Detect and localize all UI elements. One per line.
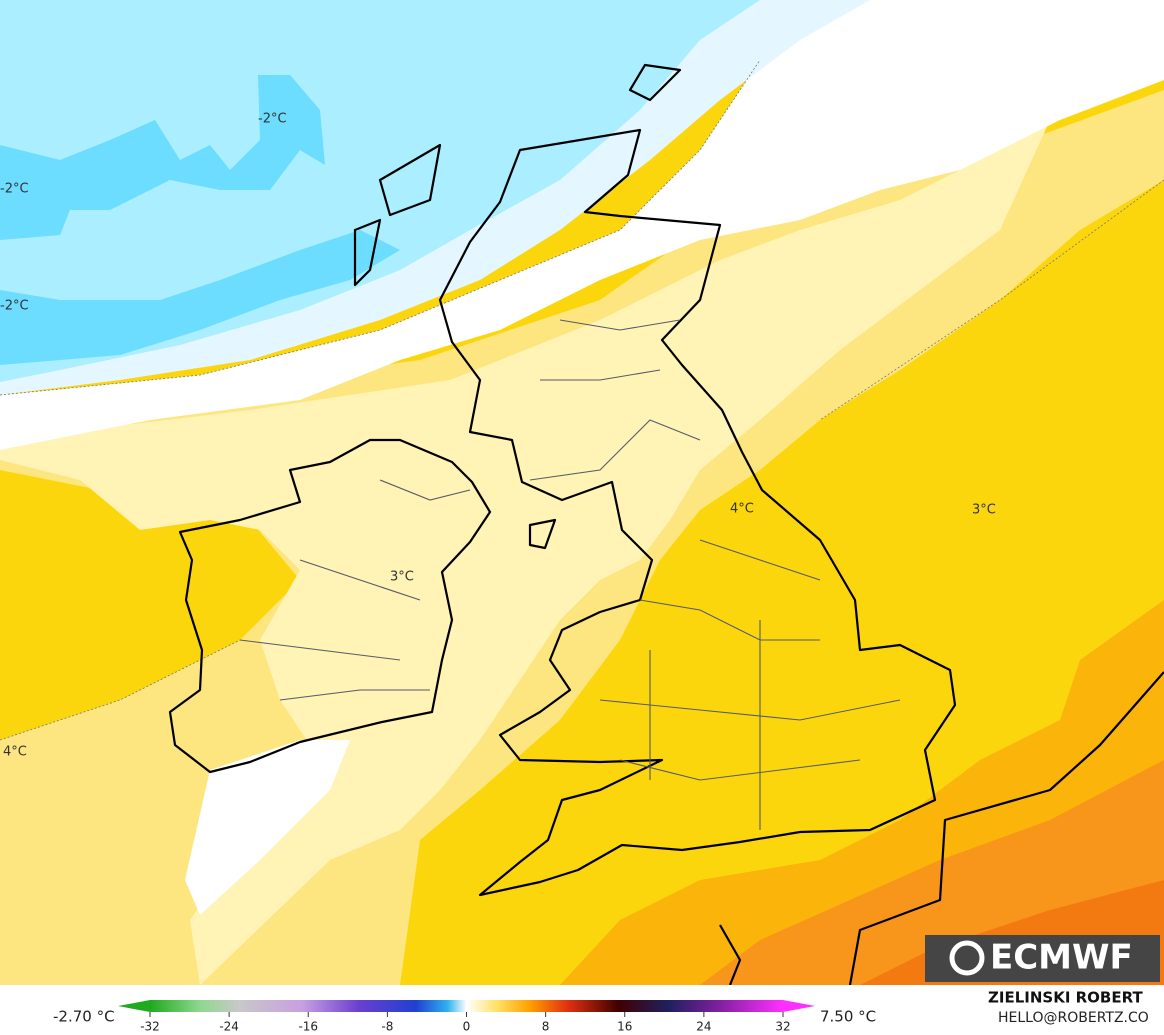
isotherm xyxy=(0,59,1164,741)
logo-icon xyxy=(949,940,985,976)
coastline-islands xyxy=(353,63,682,550)
colorbar-tick-label: 24 xyxy=(696,1020,711,1034)
colorbar-tick-label: 0 xyxy=(463,1020,471,1034)
map: ECMWF -2°C -2°C -2°C 3°C 3°C 4°C 4°C xyxy=(0,0,1164,985)
colorbar-tick-label: -8 xyxy=(381,1020,393,1034)
contour-label: -2°C xyxy=(258,112,287,127)
logo-text: ECMWF xyxy=(990,938,1133,978)
contour-label: 3°C xyxy=(390,570,414,585)
colorbar-gradient xyxy=(150,1000,783,1012)
credit-author: ZIELINSKI ROBERT xyxy=(988,989,1143,1007)
admin-border xyxy=(239,319,901,830)
field-cyan-deep xyxy=(0,75,325,240)
colorbar-min-label: -2.70 °C xyxy=(53,1008,115,1026)
contour-label: -2°C xyxy=(0,182,29,197)
colorbar-tick-label: 8 xyxy=(542,1020,550,1034)
logo-box: ECMWF xyxy=(925,935,1160,982)
credit-contact: HELLO@ROBERTZ.CO xyxy=(998,1010,1149,1026)
colorbar-max-label: 7.50 °C xyxy=(820,1008,876,1026)
colorbar-extend-low xyxy=(118,1000,150,1012)
coastline-great-britain xyxy=(438,128,957,897)
coastline-continent xyxy=(719,671,1164,985)
coastline-ireland xyxy=(168,438,492,774)
colorbar-tick-label: -16 xyxy=(298,1020,318,1034)
contour-label: -2°C xyxy=(0,299,29,314)
colorbar: -2.70 °C 7.50 °C -32 -24 -16 -8 0 8 16 24 32 xyxy=(53,1000,876,1034)
field-cyan xyxy=(0,0,760,382)
field-pale-yellow xyxy=(0,120,1050,985)
contour-label: 3°C xyxy=(972,503,996,518)
contour-label: 4°C xyxy=(730,502,754,517)
field-white-band xyxy=(0,0,1164,450)
contour-label: 4°C xyxy=(3,745,27,760)
field-cyan-deep xyxy=(0,230,400,365)
colorbar-extend-high xyxy=(783,1000,815,1012)
colorbar-tick-label: -24 xyxy=(219,1020,239,1034)
colorbar-tick-label: 16 xyxy=(617,1020,632,1034)
colorbar-tick-label: -32 xyxy=(140,1020,160,1034)
colorbar-tick-label: 32 xyxy=(775,1020,790,1034)
field-white xyxy=(185,740,350,915)
